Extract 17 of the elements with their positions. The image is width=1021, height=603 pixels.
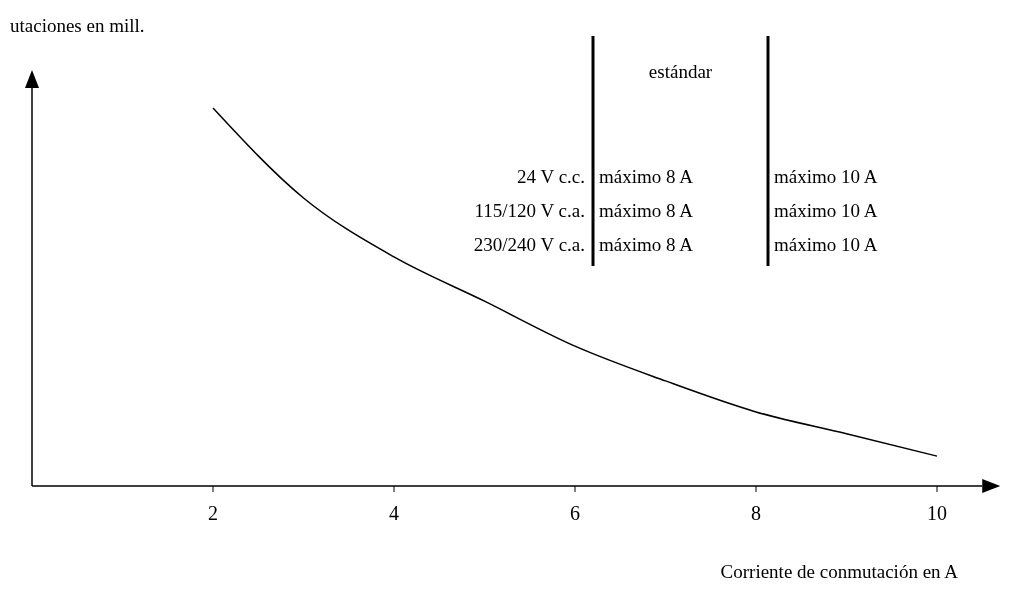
annotation: máximo 8 A — [599, 234, 694, 255]
annotation: máximo 8 A — [599, 166, 694, 187]
y-axis-title: utaciones en mill. — [10, 15, 145, 36]
x-tick-label: 2 — [208, 502, 218, 524]
annotation: 115/120 V c.a. — [474, 200, 585, 221]
x-axis-title: Corriente de conmutación en A — [720, 561, 959, 582]
x-tick-label: 8 — [751, 502, 761, 524]
annotation: 24 V c.c. — [517, 166, 585, 187]
annotation: máximo 8 A — [599, 200, 694, 221]
annotation: máximo 10 A — [774, 234, 878, 255]
x-tick-label: 6 — [570, 502, 580, 524]
text: estándar — [648, 61, 713, 82]
x-tick-label: 4 — [389, 502, 399, 524]
x-tick-label: 10 — [927, 502, 947, 524]
annotation: máximo 10 A — [774, 166, 878, 187]
annotation: 230/240 V c.a. — [473, 234, 585, 255]
annotation: máximo 10 A — [774, 200, 878, 221]
